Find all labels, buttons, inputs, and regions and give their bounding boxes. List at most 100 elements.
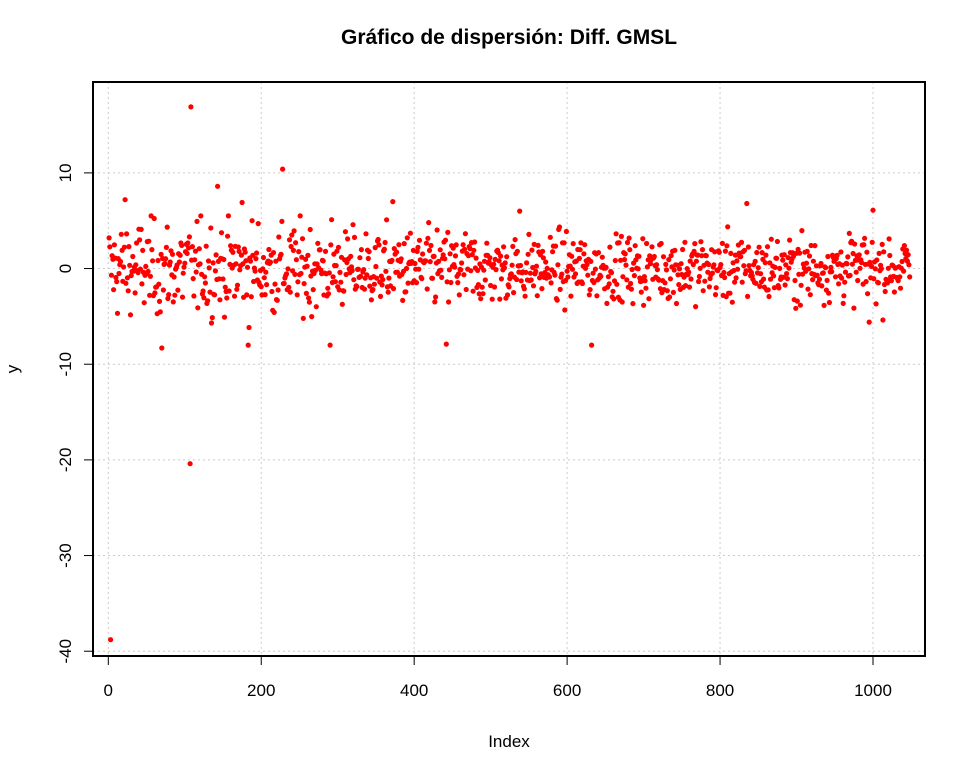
- data-point: [628, 286, 635, 292]
- data-point: [862, 235, 868, 241]
- data-point: [419, 276, 425, 282]
- data-point: [225, 233, 231, 239]
- data-point: [461, 272, 467, 278]
- data-point: [888, 278, 895, 284]
- data-point: [363, 231, 369, 237]
- data-point: [564, 268, 570, 274]
- data-point: [187, 461, 193, 467]
- data-point: [345, 236, 351, 242]
- data-point: [660, 254, 667, 260]
- data-point: [592, 266, 599, 272]
- data-point: [416, 237, 423, 243]
- data-point: [198, 213, 204, 219]
- data-point: [647, 261, 654, 267]
- data-point: [242, 249, 248, 255]
- data-point: [565, 274, 571, 280]
- data-point: [481, 267, 487, 273]
- data-point: [758, 271, 764, 277]
- data-point: [143, 263, 149, 269]
- data-point: [508, 271, 514, 277]
- data-point: [185, 240, 191, 246]
- data-point: [330, 274, 336, 280]
- data-point: [279, 218, 285, 224]
- data-point: [493, 267, 499, 273]
- data-point: [589, 342, 595, 348]
- data-point: [535, 242, 541, 248]
- data-point: [327, 342, 333, 348]
- data-point: [126, 244, 132, 250]
- data-point: [121, 244, 127, 250]
- data-point: [460, 242, 466, 248]
- data-point: [824, 277, 830, 283]
- data-point: [696, 278, 702, 285]
- data-point: [699, 247, 706, 253]
- data-point: [188, 104, 194, 110]
- data-point: [709, 270, 716, 276]
- data-point: [453, 242, 459, 248]
- data-point: [687, 258, 693, 264]
- data-point: [683, 283, 689, 289]
- data-point: [620, 274, 626, 280]
- data-point: [569, 253, 575, 259]
- data-point: [586, 292, 592, 298]
- data-point: [847, 272, 853, 278]
- data-point: [647, 253, 653, 259]
- data-point: [271, 309, 277, 315]
- data-point: [210, 260, 216, 266]
- data-point: [841, 293, 847, 299]
- data-point: [595, 250, 602, 256]
- data-point: [641, 302, 647, 308]
- data-point: [166, 292, 172, 298]
- data-point: [768, 236, 774, 242]
- data-point: [191, 293, 197, 299]
- data-point: [445, 229, 451, 235]
- data-point: [632, 243, 638, 249]
- data-point: [901, 268, 907, 274]
- data-point: [307, 226, 313, 233]
- data-point: [553, 243, 559, 249]
- data-point: [631, 273, 638, 279]
- data-point: [514, 248, 521, 254]
- data-point: [470, 288, 476, 294]
- data-point: [250, 252, 256, 258]
- data-point: [303, 256, 309, 262]
- data-point: [861, 242, 867, 248]
- data-point: [869, 239, 875, 245]
- data-point: [711, 262, 717, 268]
- data-point: [579, 280, 586, 287]
- data-point: [676, 282, 682, 288]
- data-point: [246, 324, 252, 331]
- data-point: [167, 259, 173, 265]
- data-point: [688, 276, 694, 282]
- data-point: [734, 258, 740, 264]
- data-point: [266, 246, 272, 253]
- data-point: [547, 234, 553, 240]
- data-point: [820, 270, 826, 276]
- data-point: [415, 244, 421, 250]
- data-point: [897, 285, 904, 291]
- data-point: [376, 242, 382, 248]
- data-point: [846, 230, 852, 236]
- data-point: [901, 243, 908, 249]
- x-axis: 0 200 400 600 800 1000: [104, 655, 892, 700]
- data-point: [514, 276, 520, 283]
- data-point: [807, 292, 813, 298]
- data-point: [252, 268, 258, 274]
- data-point: [706, 261, 712, 268]
- data-point: [171, 274, 177, 280]
- data-point: [338, 279, 344, 285]
- data-point: [517, 208, 523, 214]
- data-point: [325, 285, 331, 291]
- data-point: [473, 255, 479, 261]
- data-point: [797, 250, 803, 256]
- data-point: [825, 253, 831, 260]
- data-point: [786, 265, 792, 271]
- data-point: [582, 242, 588, 248]
- data-point: [649, 244, 655, 250]
- data-point: [186, 234, 192, 240]
- data-point: [884, 280, 891, 286]
- data-point: [552, 272, 558, 278]
- data-point: [702, 278, 708, 284]
- data-point: [228, 243, 234, 249]
- data-point: [667, 276, 674, 282]
